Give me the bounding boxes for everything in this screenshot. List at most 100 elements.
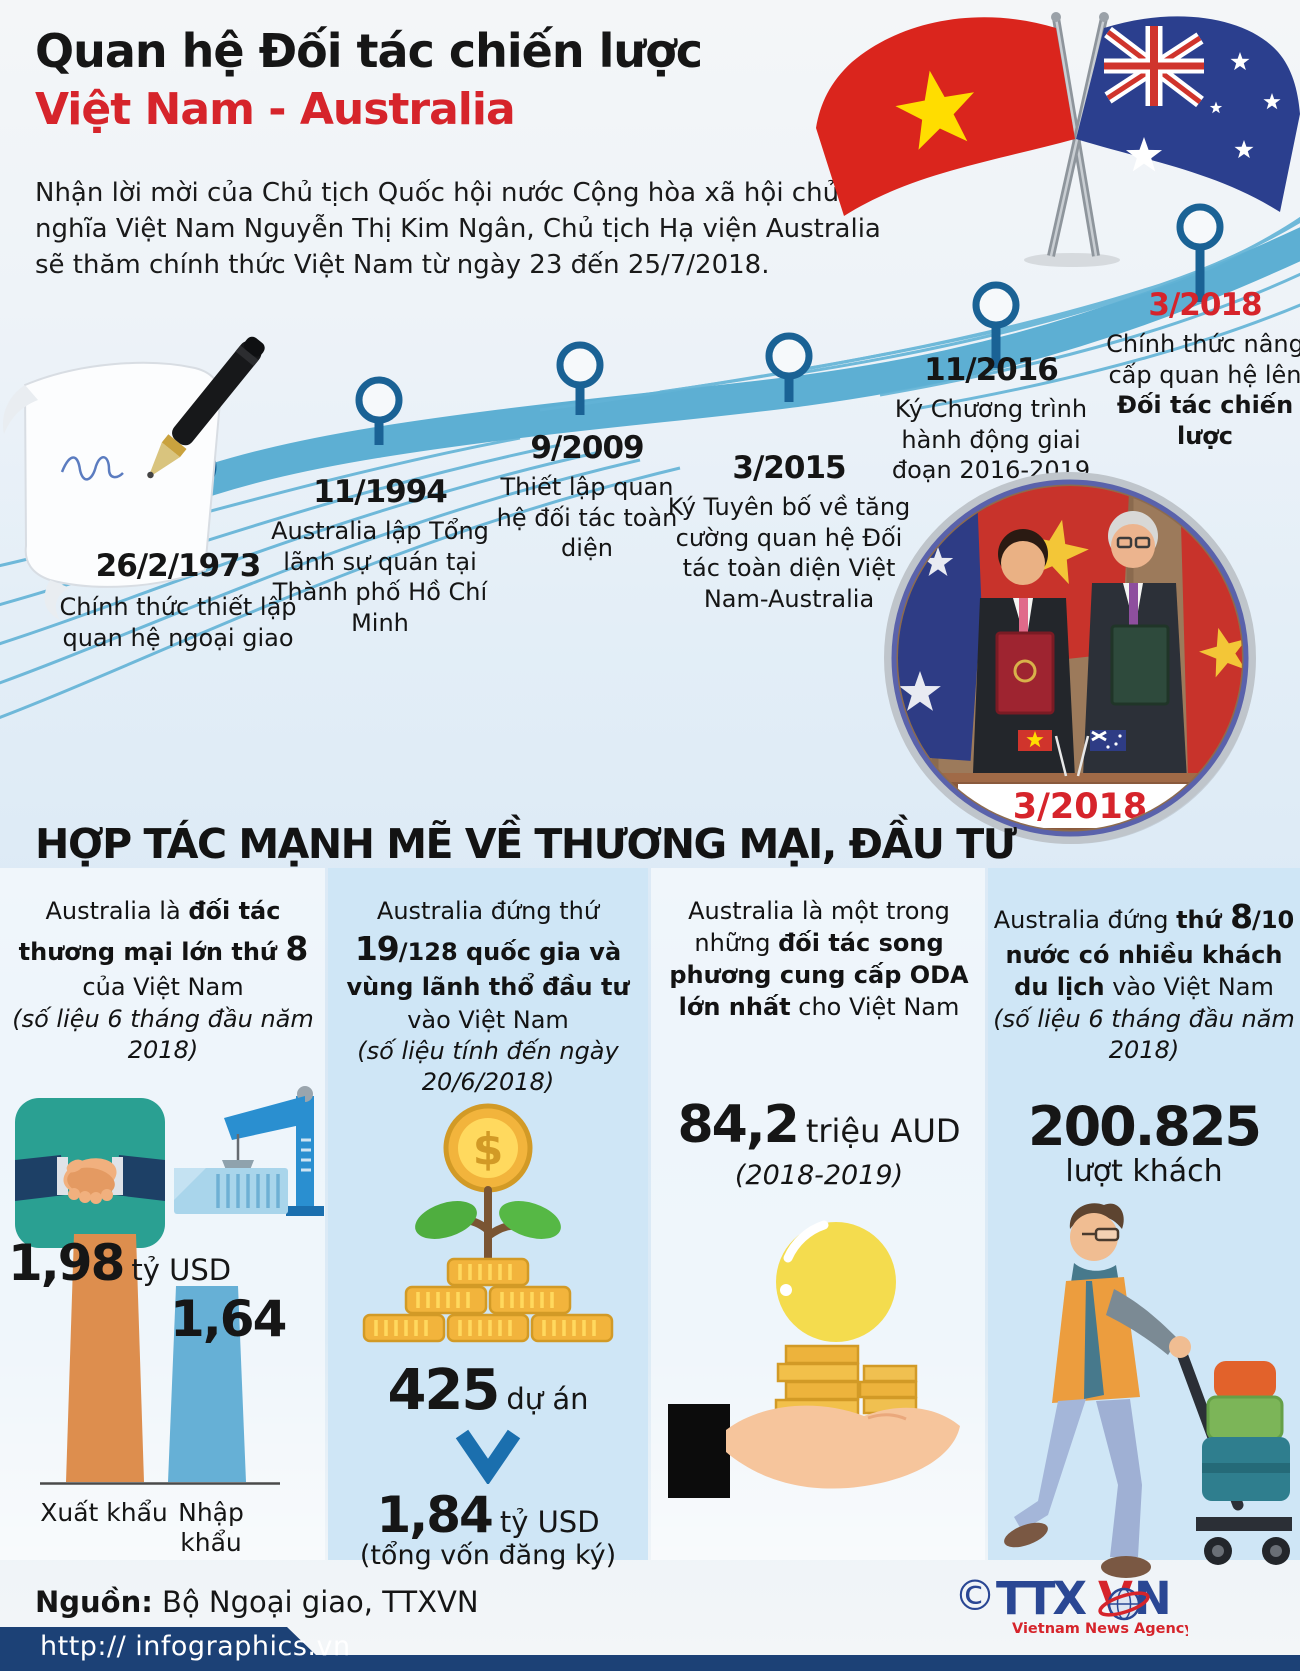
projects-stat: 425 dự án <box>348 1358 628 1423</box>
ttxvn-logo: © TTX V N Vietnam News Agency <box>954 1571 1188 1637</box>
timeline-pin <box>972 281 1020 368</box>
event-desc: Chính thức nâng cấp quan hệ lên Đối tác … <box>1092 329 1300 452</box>
timeline-pin <box>355 376 403 445</box>
flags-illustration <box>816 12 1300 267</box>
event-desc: Ký Tuyên bố về tăng cường quan hệ Đối tá… <box>667 493 911 614</box>
ribbon-band <box>72 227 1300 549</box>
export-number: 1,98 <box>8 1234 125 1292</box>
event-desc-bold: Đối tác chiến lược <box>1116 391 1294 451</box>
signing-photo: 3/2018 <box>884 472 1256 844</box>
section-title: HỢP TÁC MẠNH MẼ VỀ THƯƠNG MẠI, ĐẦU TƯ <box>35 820 1017 868</box>
timeline-pin <box>765 332 813 402</box>
event-date: 3/2015 <box>732 450 846 486</box>
text-segment: cho Việt Nam <box>790 993 960 1022</box>
signing-document-icon <box>2 336 265 620</box>
source-line: Nguồn: Bộ Ngoại giao, TTXVN <box>35 1585 479 1619</box>
capital-note: (tổng vốn đăng ký) <box>359 1540 617 1571</box>
oda-card-text: Australia là một trong những đối tác son… <box>658 895 980 1024</box>
globe-icon <box>1098 1587 1150 1621</box>
event-date: 11/1994 <box>313 474 448 510</box>
mini-vietnam-flag <box>1018 730 1068 777</box>
export-label: Xuất khẩu <box>40 1498 168 1527</box>
event-date: 26/2/1973 <box>95 548 262 584</box>
source-text: Bộ Ngoại giao, TTXVN <box>152 1585 479 1619</box>
text-segment: 8 <box>1230 897 1253 936</box>
trade-bar-chart <box>40 1234 280 1485</box>
text-segment: Australia đứng <box>993 906 1177 934</box>
photo-caption: 3/2018 <box>1013 787 1148 827</box>
export-value: 1,98 tỷ USD <box>8 1234 231 1292</box>
text-segment: nước có nhiều khách du lịch <box>1005 941 1283 1002</box>
down-arrow-icon <box>455 1429 521 1484</box>
money-tree-icon: $ <box>362 1103 614 1343</box>
timeline-pin <box>556 341 604 415</box>
timeline-pin <box>1176 203 1224 302</box>
export-unit: tỷ USD <box>131 1253 232 1287</box>
text-segment: Australia là <box>45 897 189 925</box>
logo-ttx: TTX <box>996 1572 1086 1625</box>
text-segment: Australia là một trong những <box>688 897 950 958</box>
import-bar <box>168 1286 246 1482</box>
import-value: 1,64 <box>170 1290 287 1348</box>
timeline-event-2018: 3/2018 Chính thức nâng cấp quan hệ lên Đ… <box>1092 287 1300 452</box>
investment-note: (số liệu tính đến ngày 20/6/2018) <box>357 1036 619 1096</box>
oda-unit: triệu AUD <box>805 1112 961 1150</box>
pen-icon <box>147 336 265 479</box>
timeline-ribbon <box>0 203 1300 720</box>
oda-number: 84,2 <box>677 1095 800 1155</box>
ribbon-thin-lines <box>539 216 1300 412</box>
text-segment: vào Việt Nam <box>1104 973 1274 1002</box>
vietnam-flag <box>816 17 1075 216</box>
intro-paragraph: Nhận lời mời của Chủ tịch Quốc hội nước … <box>35 178 881 280</box>
text-segment: 19 <box>354 929 400 969</box>
projects-number: 425 <box>387 1358 500 1423</box>
event-desc: Ký Chương trình hành động giai đoạn 2016… <box>891 395 1091 485</box>
trade-note: (số liệu 6 tháng đầu năm 2018) <box>12 1004 314 1064</box>
suitcase-green <box>1206 1395 1284 1441</box>
tourism-card-text: Australia đứng thứ 8/10 nước có nhiều kh… <box>992 895 1296 1066</box>
text-segment: của Việt Nam <box>82 973 244 1002</box>
text-segment: vào Việt Nam <box>407 1005 569 1034</box>
timeline-event-2016: 11/2016 Ký Chương trình hành động giai đ… <box>871 352 1111 486</box>
mini-australia-flag <box>1076 730 1126 777</box>
text-segment: đối tác song phương cung cấp ODA lớn nhấ… <box>669 929 969 1022</box>
oda-note: (2018-2019) <box>734 1160 904 1191</box>
hand-coins-icon <box>668 1220 960 1498</box>
australia-flag <box>1076 16 1300 212</box>
text-segment: thứ <box>1176 906 1231 934</box>
projects-unit: dự án <box>506 1382 589 1416</box>
visitors-number: 200.825 <box>1028 1095 1262 1158</box>
svg-text:$: $ <box>473 1124 504 1175</box>
text-segment: 8 <box>285 929 308 969</box>
footer-url: http:// infographics.vn <box>40 1631 351 1662</box>
capital-number: 1,84 <box>376 1486 493 1544</box>
logo-n: N <box>1134 1572 1172 1625</box>
handshake-icon <box>15 1098 165 1248</box>
crane-icon <box>174 1086 324 1216</box>
text-segment: quốc gia và vùng lãnh thổ đầu tư <box>346 938 630 1002</box>
oda-stat: 84,2 triệu AUD <box>658 1095 980 1155</box>
page-subtitle: Việt Nam - Australia <box>35 84 516 135</box>
text-segment: Australia đứng thứ <box>376 897 600 925</box>
import-label: Nhập khẩu <box>178 1498 244 1557</box>
text-segment: đối tác thương mại lớn thứ <box>18 897 286 967</box>
timeline-event-2015: 3/2015 Ký Tuyên bố về tăng cường quan hệ… <box>664 450 914 615</box>
capital-unit: tỷ USD <box>499 1505 600 1539</box>
event-date: 11/2016 <box>924 352 1059 388</box>
copyright-icon: © <box>954 1571 996 1620</box>
tourism-note: (số liệu 6 tháng đầu năm 2018) <box>993 1004 1295 1064</box>
tourist-icon <box>1004 1203 1292 1578</box>
logo-subtitle: Vietnam News Agency <box>1012 1621 1188 1637</box>
export-bar <box>66 1234 144 1482</box>
signature-scribble <box>60 456 124 481</box>
investment-card-text: Australia đứng thứ 19/128 quốc gia và vù… <box>332 895 644 1098</box>
text-segment: /128 <box>398 938 466 967</box>
event-desc: Thiết lập quan hệ đối tác toàn diện <box>496 473 678 563</box>
timeline-event-1973: 26/2/1973 Chính thức thiết lập quan hệ n… <box>58 548 298 653</box>
event-desc: Chính thức thiết lập quan hệ ngoại giao <box>59 593 297 652</box>
trade-card-text: Australia là đối tác thương mại lớn thứ … <box>8 895 318 1066</box>
timeline-event-1994: 11/1994 Australia lập Tổng lãnh sự quán … <box>258 474 502 639</box>
event-desc-regular: Chính thức nâng cấp quan hệ lên <box>1106 330 1300 389</box>
timeline-event-2009: 9/2009 Thiết lập quan hệ đối tác toàn di… <box>487 430 687 564</box>
